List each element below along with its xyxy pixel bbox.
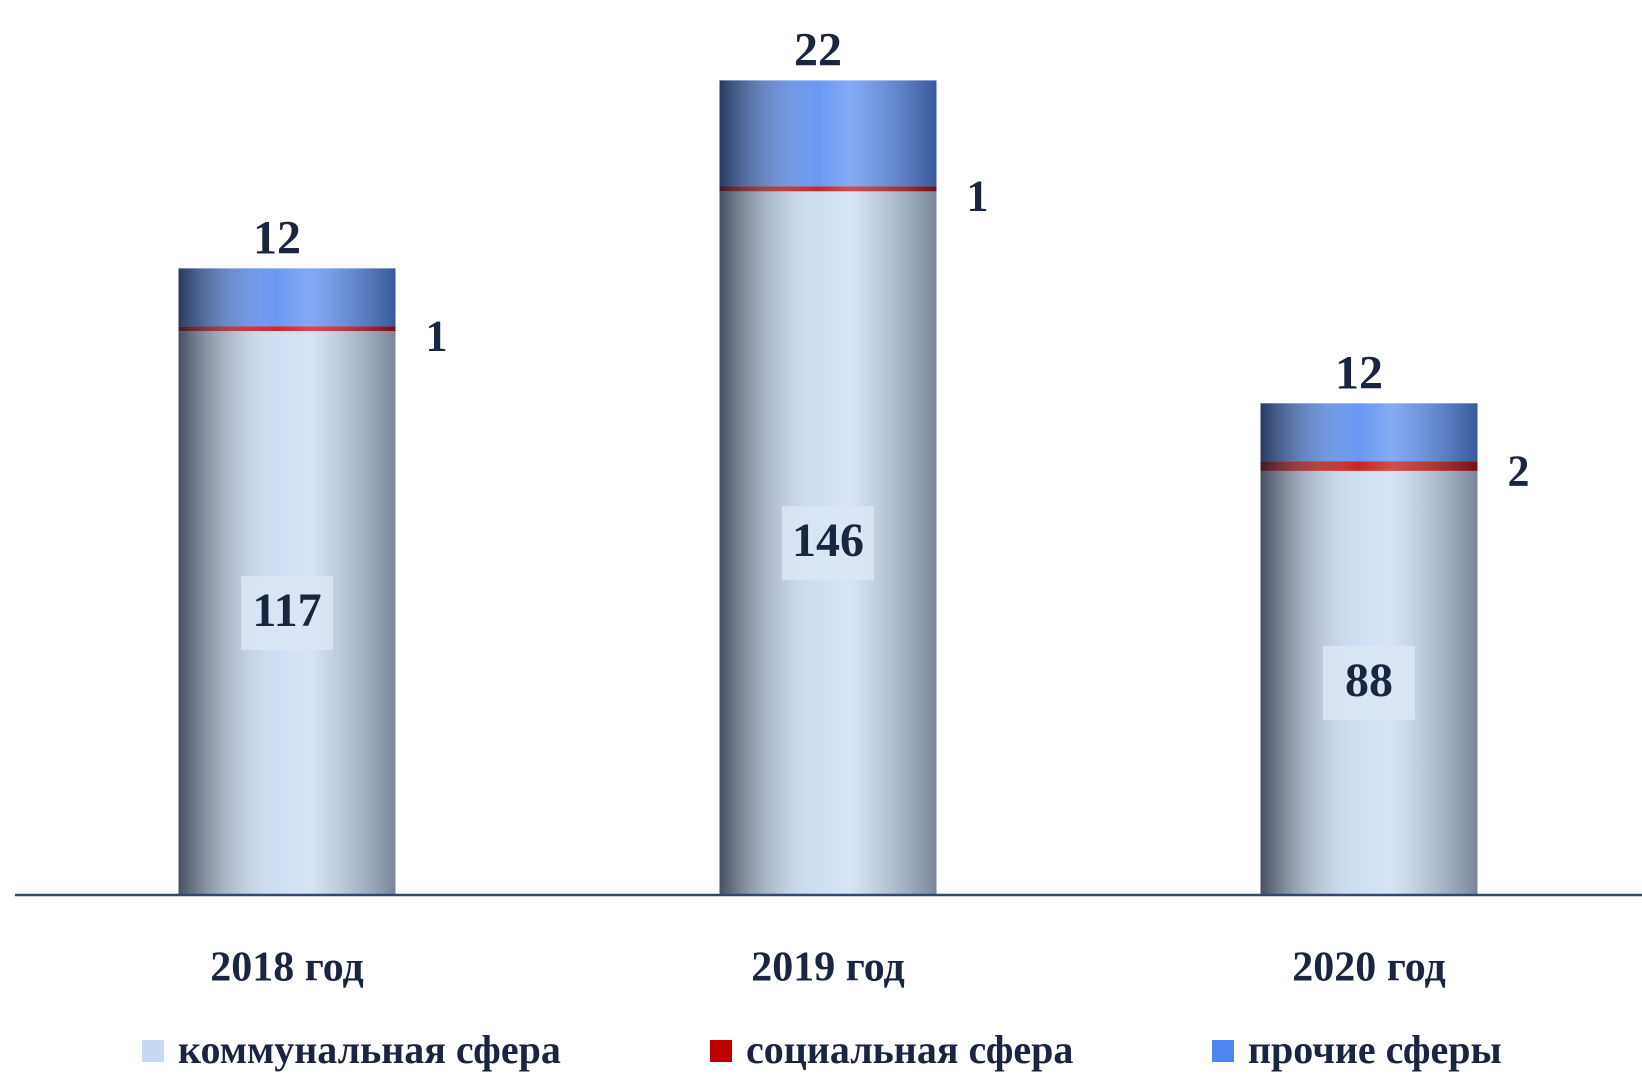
bar-shade	[719, 186, 937, 192]
value-label: 12	[253, 211, 301, 264]
bar-shade	[178, 268, 396, 327]
legend-label: коммунальная сфера	[178, 1027, 561, 1072]
value-label: 2	[1508, 446, 1530, 495]
value-label-box	[782, 506, 874, 581]
x-tick-label: 2020 год	[1292, 945, 1446, 991]
value-label: 22	[794, 23, 842, 76]
value-label: 117	[252, 584, 321, 637]
value-label: 1	[426, 311, 448, 360]
legend-swatch	[710, 1040, 732, 1062]
value-label: 12	[1335, 346, 1383, 399]
value-label: 146	[792, 514, 864, 567]
bar-shade	[1260, 461, 1478, 471]
bar-shade	[1260, 403, 1478, 462]
value-label: 1	[967, 172, 989, 221]
x-tick-label: 2018 год	[210, 945, 364, 991]
x-tick-label: 2019 год	[751, 945, 905, 991]
bar-shade	[719, 80, 937, 187]
legend-label: социальная сфера	[746, 1027, 1073, 1072]
value-label: 88	[1345, 654, 1393, 707]
legend-label: прочие сферы	[1248, 1027, 1502, 1072]
legend-swatch	[142, 1040, 164, 1062]
value-label-box	[241, 576, 333, 651]
value-label-box	[1323, 645, 1415, 720]
legend-swatch	[1212, 1040, 1234, 1062]
bar-shade	[178, 326, 396, 332]
